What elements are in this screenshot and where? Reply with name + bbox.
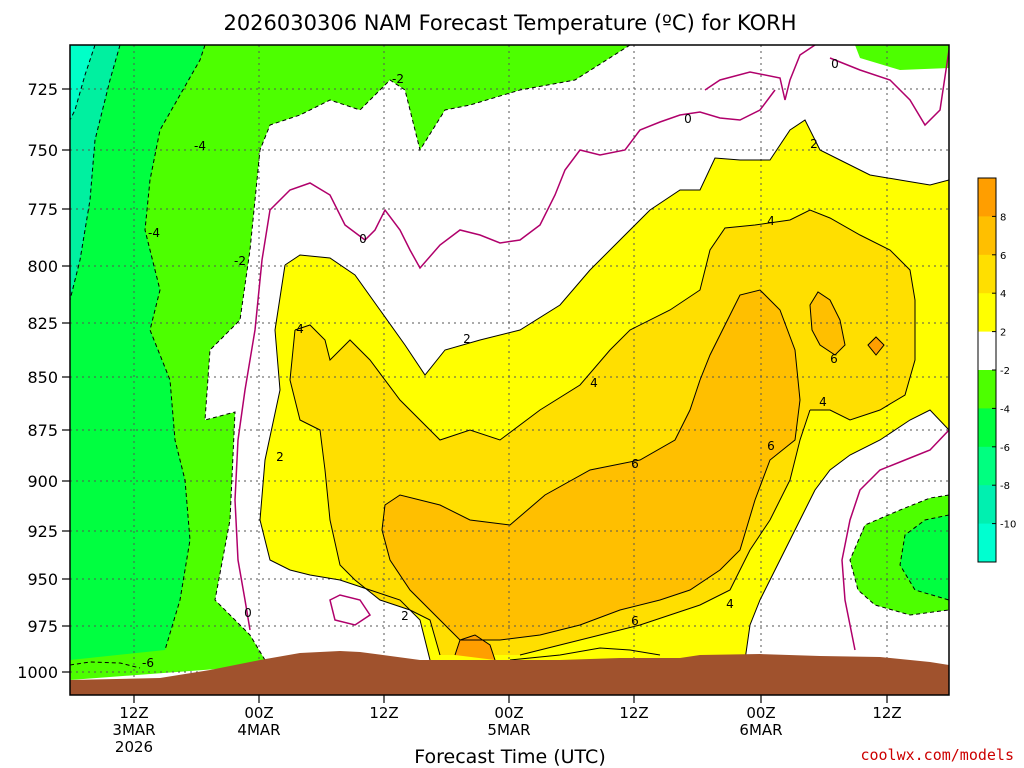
contour-label: 4	[767, 214, 775, 228]
terrain	[70, 651, 949, 695]
contour-label: -4	[148, 226, 160, 240]
colorbar-swatch	[978, 485, 996, 525]
band-minus-4-to-minus-6	[70, 45, 205, 660]
band-above-8	[455, 635, 495, 660]
colorbar-swatch	[978, 370, 996, 409]
y-tick-label: 775	[27, 200, 58, 219]
colorbar-swatch	[978, 331, 996, 371]
x-tick-label: 12Z	[872, 704, 901, 722]
x-tick-label: 00Z	[494, 704, 523, 722]
contour-label: -2	[234, 254, 246, 268]
contour-label: 6	[631, 614, 639, 628]
x-tick-label: 3MAR	[112, 721, 155, 739]
colorbar-swatch	[978, 523, 996, 563]
band-6-to-8	[382, 290, 800, 640]
positive-contours	[259, 119, 949, 661]
contour-label: 0	[684, 112, 692, 126]
contour-label: 0	[359, 232, 367, 246]
y-tick-label: 875	[27, 421, 58, 440]
y-tick-label: 725	[27, 80, 58, 99]
x-axis-label: Forecast Time (UTC)	[414, 746, 605, 768]
colorbar-label: -4	[1000, 404, 1010, 415]
x-tick-label: 6MAR	[739, 721, 782, 739]
colorbar-swatch	[978, 293, 996, 333]
x-tick-label: 12Z	[369, 704, 398, 722]
x-tick-label: 00Z	[244, 704, 273, 722]
y-tick-label: 850	[27, 368, 58, 387]
x-tick-label: 00Z	[746, 704, 775, 722]
y-tick-label: 950	[27, 570, 58, 589]
contour-label: -2	[392, 72, 404, 86]
colorbar-label: -2	[1000, 366, 1010, 377]
contour-label: 0	[831, 57, 839, 71]
x-tick-label: 12Z	[619, 704, 648, 722]
y-axis: 725 750 775 800 825 850 875 900 925 950 975 1000	[17, 80, 70, 682]
band-minus-4-east	[900, 515, 949, 600]
colorbar-swatch	[978, 178, 996, 217]
colorbar-swatch	[978, 216, 996, 256]
contour-label: 0	[244, 606, 252, 620]
y-tick-label: 800	[27, 257, 58, 276]
band-minus-6-to-minus-8	[70, 45, 120, 300]
colorbar-label: -6	[1000, 443, 1010, 454]
contour-label: -6	[142, 656, 154, 670]
credit-text: coolwx.com/models	[860, 746, 1014, 764]
colorbar-swatch	[978, 408, 996, 448]
y-tick-label: 975	[27, 617, 58, 636]
plot-area: -2 -4 -4 -2 0 0 0 2 2 2 4 4 4 4 6 6 6 6 4 2 0 -6	[70, 45, 949, 695]
x-tick-label: 5MAR	[487, 721, 530, 739]
colorbar-label: 6	[1000, 251, 1006, 262]
contour-label: 6	[767, 439, 775, 453]
y-tick-label: 825	[27, 314, 58, 333]
x-tick-label: 4MAR	[237, 721, 280, 739]
contour-label: 2	[276, 450, 284, 464]
band-minus-2-to-minus-4	[70, 45, 630, 680]
contour-label: 6	[830, 352, 838, 366]
contour-label: 4	[726, 597, 734, 611]
contour-label: -4	[194, 139, 206, 153]
negative-contours	[70, 45, 949, 669]
colorbar-label: -10	[1000, 520, 1016, 531]
band-minus-2-top-right	[855, 45, 949, 70]
chart-title: 2026030306 NAM Forecast Temperature (ºC)…	[223, 11, 796, 35]
colorbar-label: 4	[1000, 289, 1006, 300]
y-tick-label: 750	[27, 141, 58, 160]
contour-label: 6	[631, 457, 639, 471]
contour-labels: -2 -4 -4 -2 0 0 0 2 2 2 4 4 4 4 6 6 6 6 4 2 0 -6	[142, 57, 839, 670]
contour-label: 2	[463, 332, 471, 346]
colorbar-swatch	[978, 254, 996, 294]
x-tick-label: 12Z	[119, 704, 148, 722]
colorbar: 8 6 4 2 -2 -4 -6 -8 -10	[977, 177, 1016, 563]
contour-label: 4	[819, 395, 827, 409]
y-tick-label: 1000	[17, 663, 58, 682]
colorbar-label: -8	[1000, 481, 1010, 492]
colorbar-swatch	[978, 446, 996, 486]
y-tick-label: 925	[27, 522, 58, 541]
y-tick-label: 900	[27, 472, 58, 491]
contour-label: 4	[296, 322, 304, 336]
x-tick-label: 2026	[115, 738, 153, 756]
colorbar-label: 8	[1000, 212, 1006, 223]
contour-label: 4	[590, 376, 598, 390]
zero-contours	[234, 45, 949, 651]
contour-label: 2	[401, 609, 409, 623]
contour-label: 2	[810, 137, 818, 151]
band-below-minus-8	[70, 45, 95, 120]
colorbar-label: 2	[1000, 328, 1006, 339]
